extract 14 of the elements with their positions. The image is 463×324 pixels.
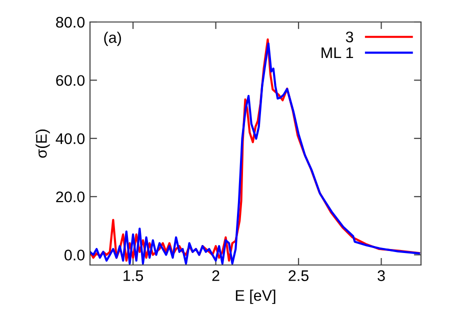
x-axis-title: E [eV] bbox=[236, 290, 276, 304]
legend-label: 3 bbox=[346, 32, 354, 42]
y-tick-label: 20.0 bbox=[56, 191, 85, 202]
x-tick-label: 3 bbox=[378, 270, 385, 282]
y-tick-label: 0.0 bbox=[64, 250, 85, 260]
legend-label: ML 1 bbox=[322, 47, 354, 58]
y-tick-label: 80.0 bbox=[56, 16, 85, 28]
y-axis-title: σ(E) bbox=[36, 130, 50, 158]
x-tick-label: 2.5 bbox=[288, 270, 309, 282]
x-tick-label: 1.5 bbox=[124, 270, 144, 282]
x-tick-label: 2 bbox=[212, 270, 220, 281]
y-tick-label: 60.0 bbox=[56, 75, 85, 86]
annotation: (a) bbox=[104, 32, 121, 46]
y-tick-label: 40.0 bbox=[56, 133, 85, 144]
